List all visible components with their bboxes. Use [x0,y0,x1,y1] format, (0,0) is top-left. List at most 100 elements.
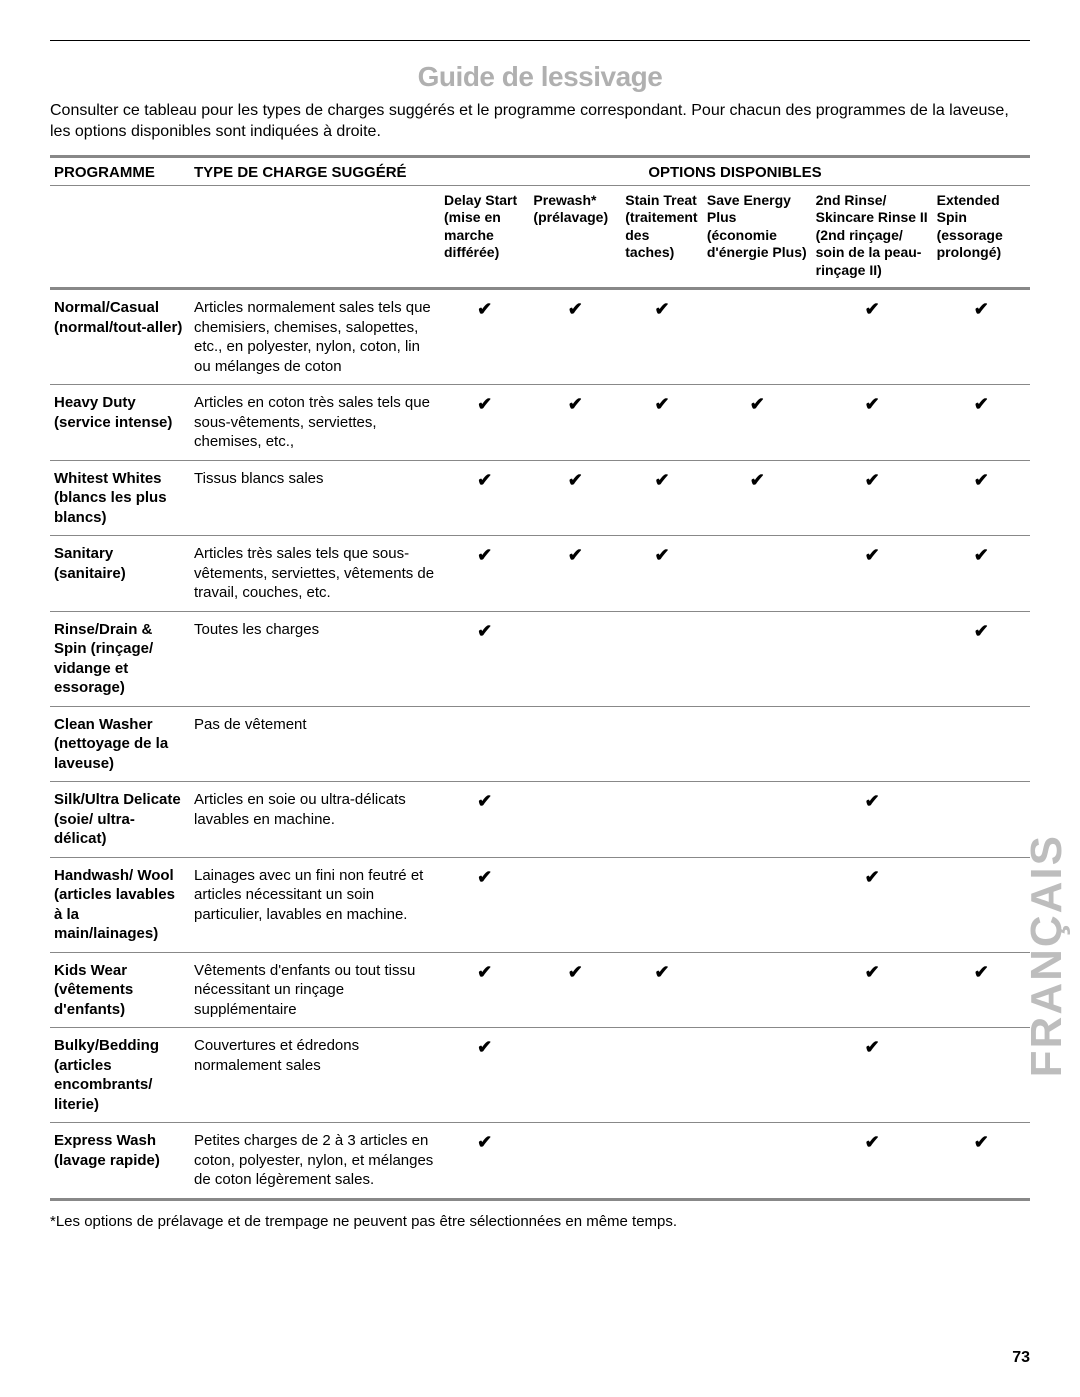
cell-option: ✔ [529,460,621,536]
sub-delay: Delay Start (mise en marche différée) [440,185,529,289]
cell-option: ✔ [440,1028,529,1123]
cell-option: ✔ [440,782,529,858]
top-rule [50,40,1030,41]
cell-option [933,857,1030,952]
table-row: Clean Washer (nettoyage de la laveuse)Pa… [50,706,1030,782]
cell-option: ✔ [812,536,933,612]
wash-guide-table: PROGRAMME TYPE DE CHARGE SUGGÉRÉ OPTIONS… [50,155,1030,1201]
col-programme: PROGRAMME [50,156,190,185]
cell-option: ✔ [933,536,1030,612]
cell-option: ✔ [621,952,703,1028]
footnote: *Les options de prélavage et de trempage… [50,1213,1030,1230]
cell-option: ✔ [933,460,1030,536]
cell-option: ✔ [933,611,1030,706]
cell-option [621,1123,703,1200]
table-row: Bulky/Bedding (articles encombrants/ lit… [50,1028,1030,1123]
col-options: OPTIONS DISPONIBLES [440,156,1030,185]
cell-programme: Heavy Duty (service intense) [50,385,190,461]
cell-option [703,857,812,952]
cell-option: ✔ [621,460,703,536]
table-row: Sanitary (sanitaire)Articles très sales … [50,536,1030,612]
cell-load: Couvertures et édredons normalement sale… [190,1028,440,1123]
cell-option: ✔ [440,536,529,612]
sub-rinse2: 2nd Rinse/ Skincare Rinse II (2nd rinçag… [812,185,933,289]
cell-option [529,706,621,782]
table-row: Express Wash (lavage rapide)Petites char… [50,1123,1030,1200]
cell-option: ✔ [621,289,703,385]
cell-option: ✔ [933,385,1030,461]
cell-option [812,611,933,706]
cell-option [621,857,703,952]
cell-programme: Handwash/ Wool (articles lavables à la m… [50,857,190,952]
cell-load: Pas de vêtement [190,706,440,782]
cell-option: ✔ [621,385,703,461]
cell-option: ✔ [812,857,933,952]
cell-option [703,706,812,782]
cell-option: ✔ [933,289,1030,385]
cell-option: ✔ [440,385,529,461]
page-number: 73 [1012,1349,1030,1367]
cell-option [529,782,621,858]
cell-option [703,1123,812,1200]
cell-load: Toutes les charges [190,611,440,706]
cell-option: ✔ [812,385,933,461]
table-row: Silk/Ultra Delicate (soie/ ultra-délicat… [50,782,1030,858]
cell-option: ✔ [812,460,933,536]
cell-option: ✔ [933,952,1030,1028]
cell-option [933,706,1030,782]
col-load: TYPE DE CHARGE SUGGÉRÉ [190,156,440,185]
cell-option [529,1123,621,1200]
cell-option: ✔ [440,289,529,385]
cell-load: Tissus blancs sales [190,460,440,536]
language-tab: FRANÇAIS [1022,834,1072,1077]
cell-option [621,706,703,782]
page-title: Guide de lessivage [50,61,1030,93]
cell-option: ✔ [440,611,529,706]
cell-load: Lainages avec un fini non feutré et arti… [190,857,440,952]
table-row: Heavy Duty (service intense)Articles en … [50,385,1030,461]
sub-prewash: Prewash* (prélavage) [529,185,621,289]
cell-option [703,952,812,1028]
cell-option: ✔ [440,952,529,1028]
cell-option [933,1028,1030,1123]
cell-load: Articles très sales tels que sous-vêteme… [190,536,440,612]
table-row: Whitest Whites (blancs les plus blancs)T… [50,460,1030,536]
cell-option [529,611,621,706]
cell-option: ✔ [812,1123,933,1200]
cell-programme: Silk/Ultra Delicate (soie/ ultra-délicat… [50,782,190,858]
cell-option: ✔ [440,1123,529,1200]
cell-option: ✔ [812,952,933,1028]
cell-programme: Normal/Casual (normal/tout-aller) [50,289,190,385]
sub-extspin: Extended Spin (essorage prolongé) [933,185,1030,289]
cell-option: ✔ [440,460,529,536]
cell-option [529,1028,621,1123]
sub-stain: Stain Treat (traite­ment des taches) [621,185,703,289]
cell-option: ✔ [812,289,933,385]
cell-option: ✔ [703,385,812,461]
cell-option [933,782,1030,858]
cell-option [621,782,703,858]
sub-save: Save Energy Plus (économie d'énergie Plu… [703,185,812,289]
cell-option [621,611,703,706]
cell-programme: Whitest Whites (blancs les plus blancs) [50,460,190,536]
intro-text: Consulter ce tableau pour les types de c… [50,101,1030,143]
cell-option: ✔ [812,782,933,858]
cell-option: ✔ [621,536,703,612]
cell-option [703,536,812,612]
table-row: Normal/Casual (normal/tout-aller)Article… [50,289,1030,385]
cell-programme: Sanitary (sanitaire) [50,536,190,612]
cell-programme: Bulky/Bedding (articles encombrants/ lit… [50,1028,190,1123]
cell-load: Articles en soie ou ultra-délicats lavab… [190,782,440,858]
cell-option [703,289,812,385]
cell-option: ✔ [440,857,529,952]
cell-load: Articles normalement sales tels que chem… [190,289,440,385]
cell-option [703,1028,812,1123]
cell-option [812,706,933,782]
cell-programme: Express Wash (lavage rapide) [50,1123,190,1200]
cell-option: ✔ [812,1028,933,1123]
table-row: Kids Wear (vêtements d'enfants)Vêtements… [50,952,1030,1028]
cell-option: ✔ [703,460,812,536]
cell-load: Petites charges de 2 à 3 articles en cot… [190,1123,440,1200]
cell-programme: Kids Wear (vêtements d'enfants) [50,952,190,1028]
cell-load: Articles en coton très sales tels que so… [190,385,440,461]
